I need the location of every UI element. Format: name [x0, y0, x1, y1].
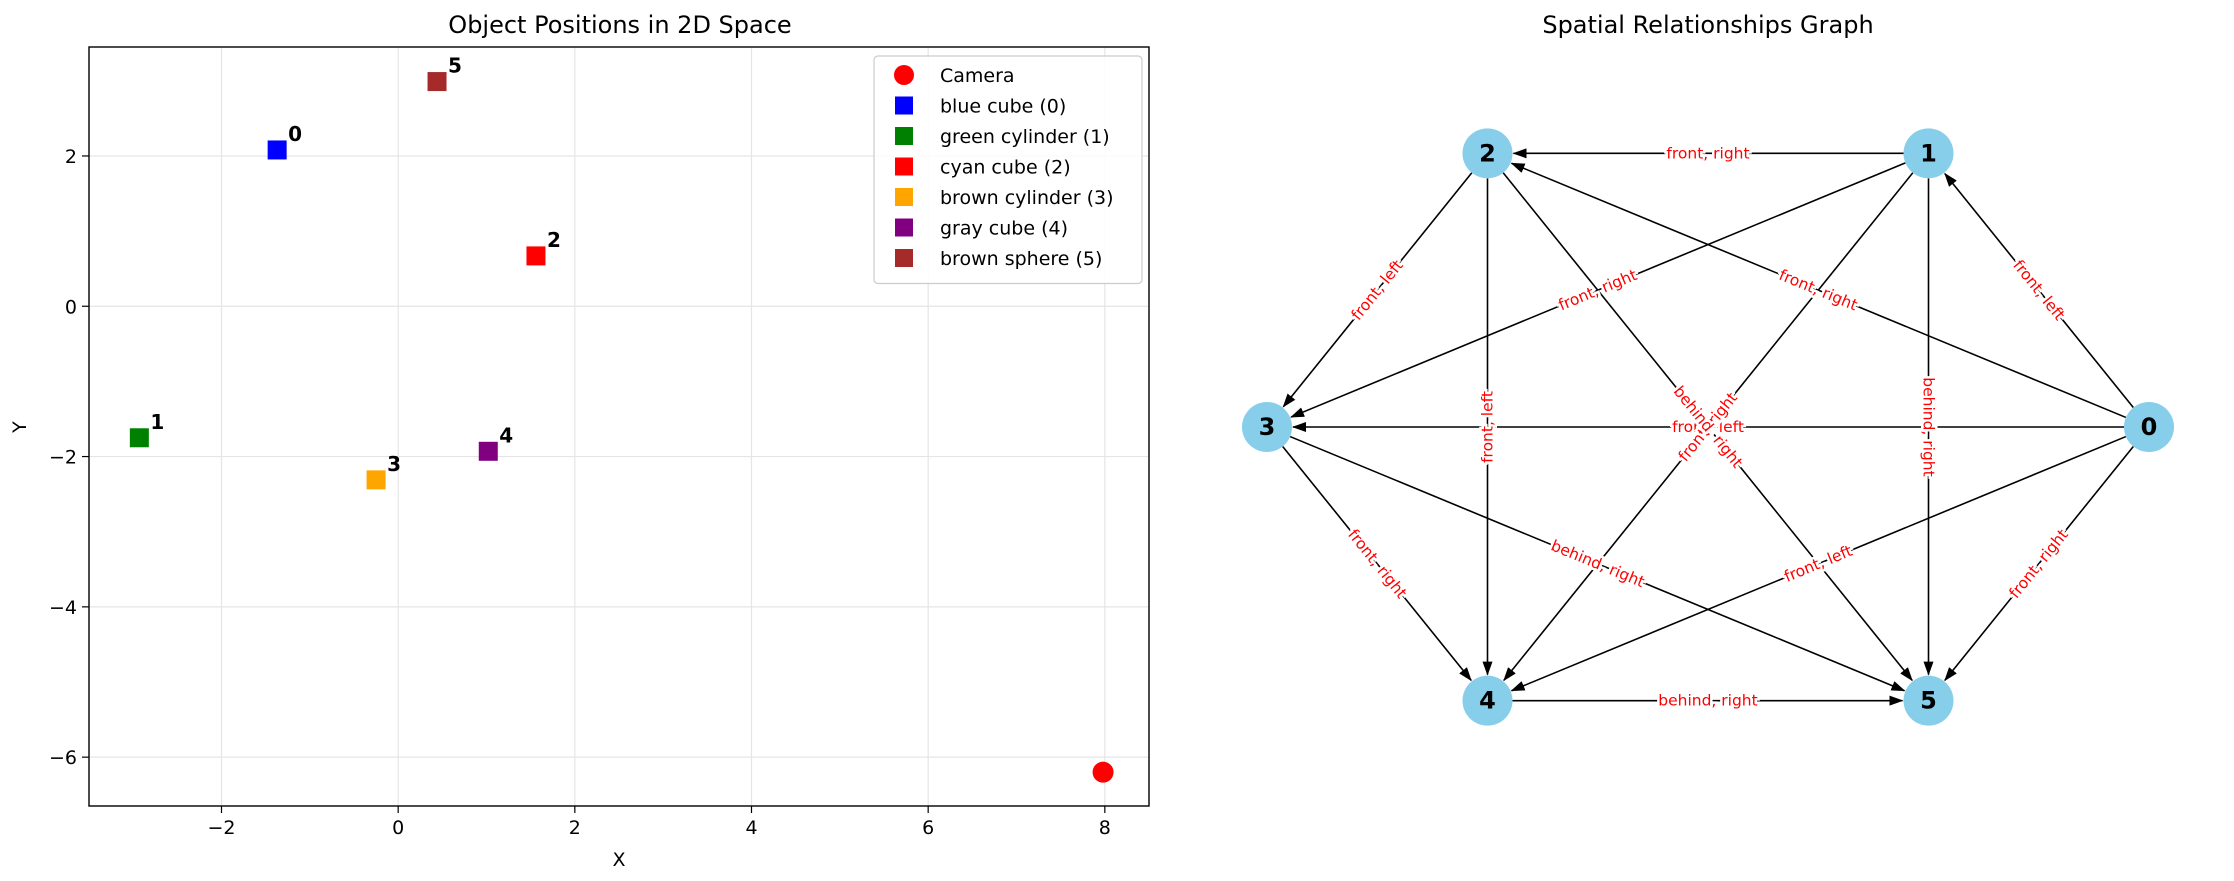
object-point-0: [267, 140, 287, 160]
legend-entry-label: blue cube (0): [940, 96, 1066, 118]
legend-marker: [895, 188, 913, 206]
graph-node-label: 3: [1259, 413, 1276, 441]
object-point-label: 1: [150, 410, 164, 434]
legend-entry-label: brown sphere (5): [940, 248, 1102, 270]
legend-marker: [895, 96, 913, 115]
graph-nodes: 0 1 2 3 4 5: [1242, 128, 2174, 726]
graph-node-2: [1462, 128, 1513, 179]
x-tick-label: 0: [392, 817, 404, 839]
plot-frame: [88, 46, 1150, 807]
edge-label-3-5: behind, right: [1548, 537, 1647, 592]
object-point-label: 3: [387, 452, 401, 476]
graph-node-3: [1242, 402, 1292, 452]
y-axis-label: Y: [9, 421, 31, 434]
graph-node-label: 1: [1920, 139, 1937, 167]
edge-label-3-4: front, right: [1344, 526, 1410, 602]
x-tick-label: 8: [1099, 817, 1111, 839]
edge-label-0-5: front, right: [2006, 526, 2072, 602]
legend-box: [873, 55, 1143, 285]
edge-label-0-2: front, right: [1776, 266, 1860, 314]
legend-entry-label: Camera: [940, 65, 1015, 87]
edge-label-2-4: front, left: [1479, 391, 1497, 463]
legend-marker: [894, 65, 914, 85]
graph-edge-2-3: [1282, 172, 1473, 408]
x-tick-label: −2: [207, 817, 235, 839]
y-tick-label: 0: [65, 296, 77, 318]
y-tick-label: 2: [65, 146, 77, 168]
y-tick-label: −4: [49, 597, 77, 619]
object-point-4: [478, 441, 498, 461]
x-axis-label: X: [612, 849, 625, 871]
legend-entry-label: gray cube (4): [940, 218, 1068, 240]
object-point-2: [526, 246, 546, 266]
edge-label-1-2: front, right: [1666, 144, 1749, 162]
edge-label-1-3: front, right: [1556, 266, 1640, 314]
graph-edge-2-5: [1502, 172, 1913, 682]
edge-label-2-3: front, left: [1348, 257, 1407, 324]
scatter-ticks: −2 0 2 4 6 8 2 0 −2 −4 −6: [49, 146, 1111, 839]
relationship-graph: Spatial Relationships Graph 0 1 2 3 4 5 front…: [1242, 11, 2174, 726]
object-point-label: 0: [288, 122, 302, 146]
graph-node-label: 2: [1479, 139, 1496, 167]
legend-entry-label: green cylinder (1): [940, 126, 1110, 148]
graph-edge-0-1: [1944, 172, 2134, 409]
legend-marker: [895, 218, 913, 237]
x-tick-label: 4: [745, 817, 757, 839]
graph-node-5: [1903, 675, 1954, 726]
legend-marker: [895, 249, 913, 267]
object-point-label: 5: [448, 54, 462, 78]
edge-label-1-5: behind, right: [1920, 377, 1938, 476]
object-point-5: [427, 72, 447, 92]
graph-edge-0-5: [1944, 445, 2134, 682]
scatter-chart: Object Positions in 2D Space −2 0 2 4 6 820−2…: [9, 11, 1150, 871]
scatter-points: 0 1 2 3 4 5: [129, 54, 1114, 783]
object-point-1: [129, 428, 149, 448]
edge-label-0-1: front, left: [2009, 257, 2068, 324]
object-point-3: [366, 470, 386, 490]
graph-node-4: [1462, 675, 1513, 726]
edge-label-0-3: front, left: [1672, 418, 1744, 436]
edge-label-0-4: front, left: [1782, 542, 1855, 586]
legend-marker: [895, 157, 913, 176]
graph-node-label: 5: [1920, 687, 1937, 715]
graph-node-1: [1903, 128, 1954, 179]
legend-entry-label: brown cylinder (3): [940, 187, 1114, 209]
graph-node-label: 0: [2141, 413, 2158, 441]
legend-marker: [895, 127, 913, 145]
object-point-label: 4: [499, 423, 513, 447]
graph-edges: [1282, 148, 2134, 706]
x-tick-label: 6: [922, 817, 934, 839]
y-tick-label: −2: [49, 447, 77, 469]
x-tick-label: 2: [569, 817, 581, 839]
legend-entry-label: cyan cube (2): [940, 157, 1071, 179]
legend: Camera blue cube (0) green cylinder (1) cya…: [873, 55, 1143, 285]
graph-node-label: 4: [1479, 687, 1496, 715]
graph-edge-3-5: [1289, 435, 1906, 692]
y-tick-label: −6: [49, 747, 77, 769]
graph-title: Spatial Relationships Graph: [1542, 11, 1873, 39]
graph-node-0: [2124, 402, 2174, 452]
graph-edge-3-4: [1282, 445, 1472, 682]
object-point-label: 2: [547, 228, 561, 252]
camera-point: [1092, 761, 1114, 783]
edge-label-4-5: behind, right: [1658, 692, 1757, 710]
scatter-chart-title: Object Positions in 2D Space: [448, 11, 791, 39]
